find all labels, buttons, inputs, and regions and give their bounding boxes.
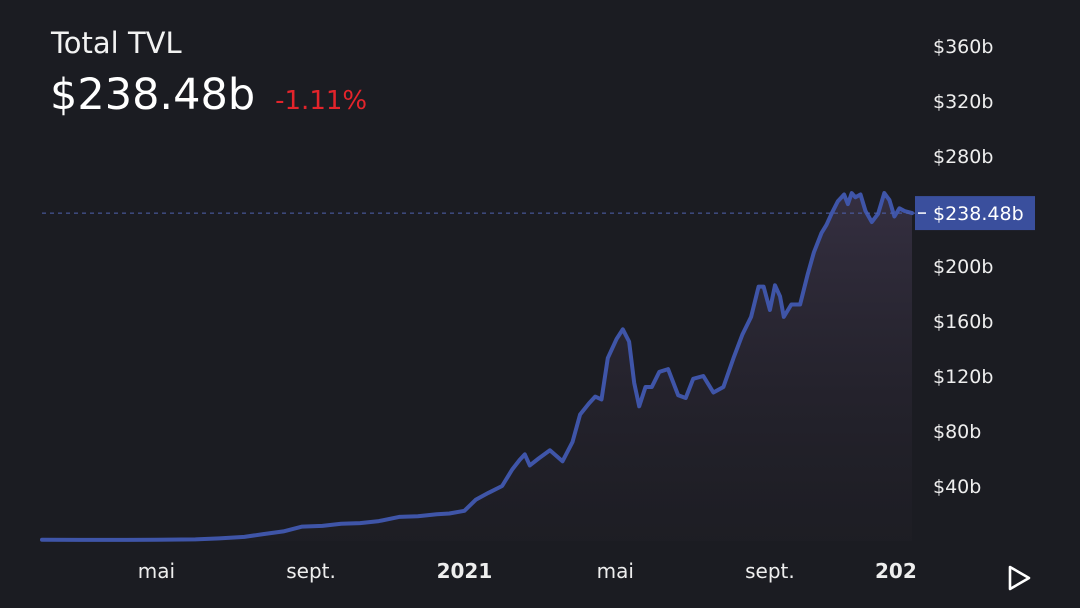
x-tick-label: mai bbox=[597, 559, 634, 583]
x-tick-label: 2021 bbox=[437, 559, 493, 583]
current-value: $238.48b bbox=[50, 70, 256, 120]
y-tick-label: $120b bbox=[933, 366, 993, 388]
current-value-badge bbox=[915, 196, 1035, 231]
x-axis: mai sept. 2021 mai sept. 2022 bbox=[138, 556, 933, 586]
x-tick-label: sept. bbox=[745, 559, 795, 583]
x-tick-label: sept. bbox=[286, 559, 336, 583]
x-axis-edge-mask bbox=[917, 556, 933, 586]
y-tick-label: $40b bbox=[933, 476, 981, 498]
y-tick-label: $360b bbox=[933, 36, 993, 58]
x-tick-label: mai bbox=[138, 559, 175, 583]
change-percent: -1.11% bbox=[275, 86, 368, 116]
y-tick-label: $80b bbox=[933, 421, 981, 443]
current-value-label: $238.48b bbox=[933, 203, 1024, 225]
series-area bbox=[42, 193, 912, 541]
area-layer bbox=[42, 193, 912, 541]
current-value-marker: $238.48b bbox=[42, 196, 1035, 231]
chart-title: Total TVL bbox=[51, 26, 182, 60]
line-layer bbox=[40, 191, 914, 542]
play-icon[interactable] bbox=[1004, 562, 1034, 594]
y-tick-label: $160b bbox=[933, 311, 993, 333]
y-tick-label: $200b bbox=[933, 256, 993, 278]
y-tick-label: $280b bbox=[933, 146, 993, 168]
value-row: $238.48b -1.11% bbox=[50, 70, 367, 120]
y-axis: $40b $80b $120b $160b $200b $280b $320b $360b bbox=[933, 36, 993, 498]
y-tick-label: $320b bbox=[933, 91, 993, 113]
series-line bbox=[40, 191, 914, 542]
